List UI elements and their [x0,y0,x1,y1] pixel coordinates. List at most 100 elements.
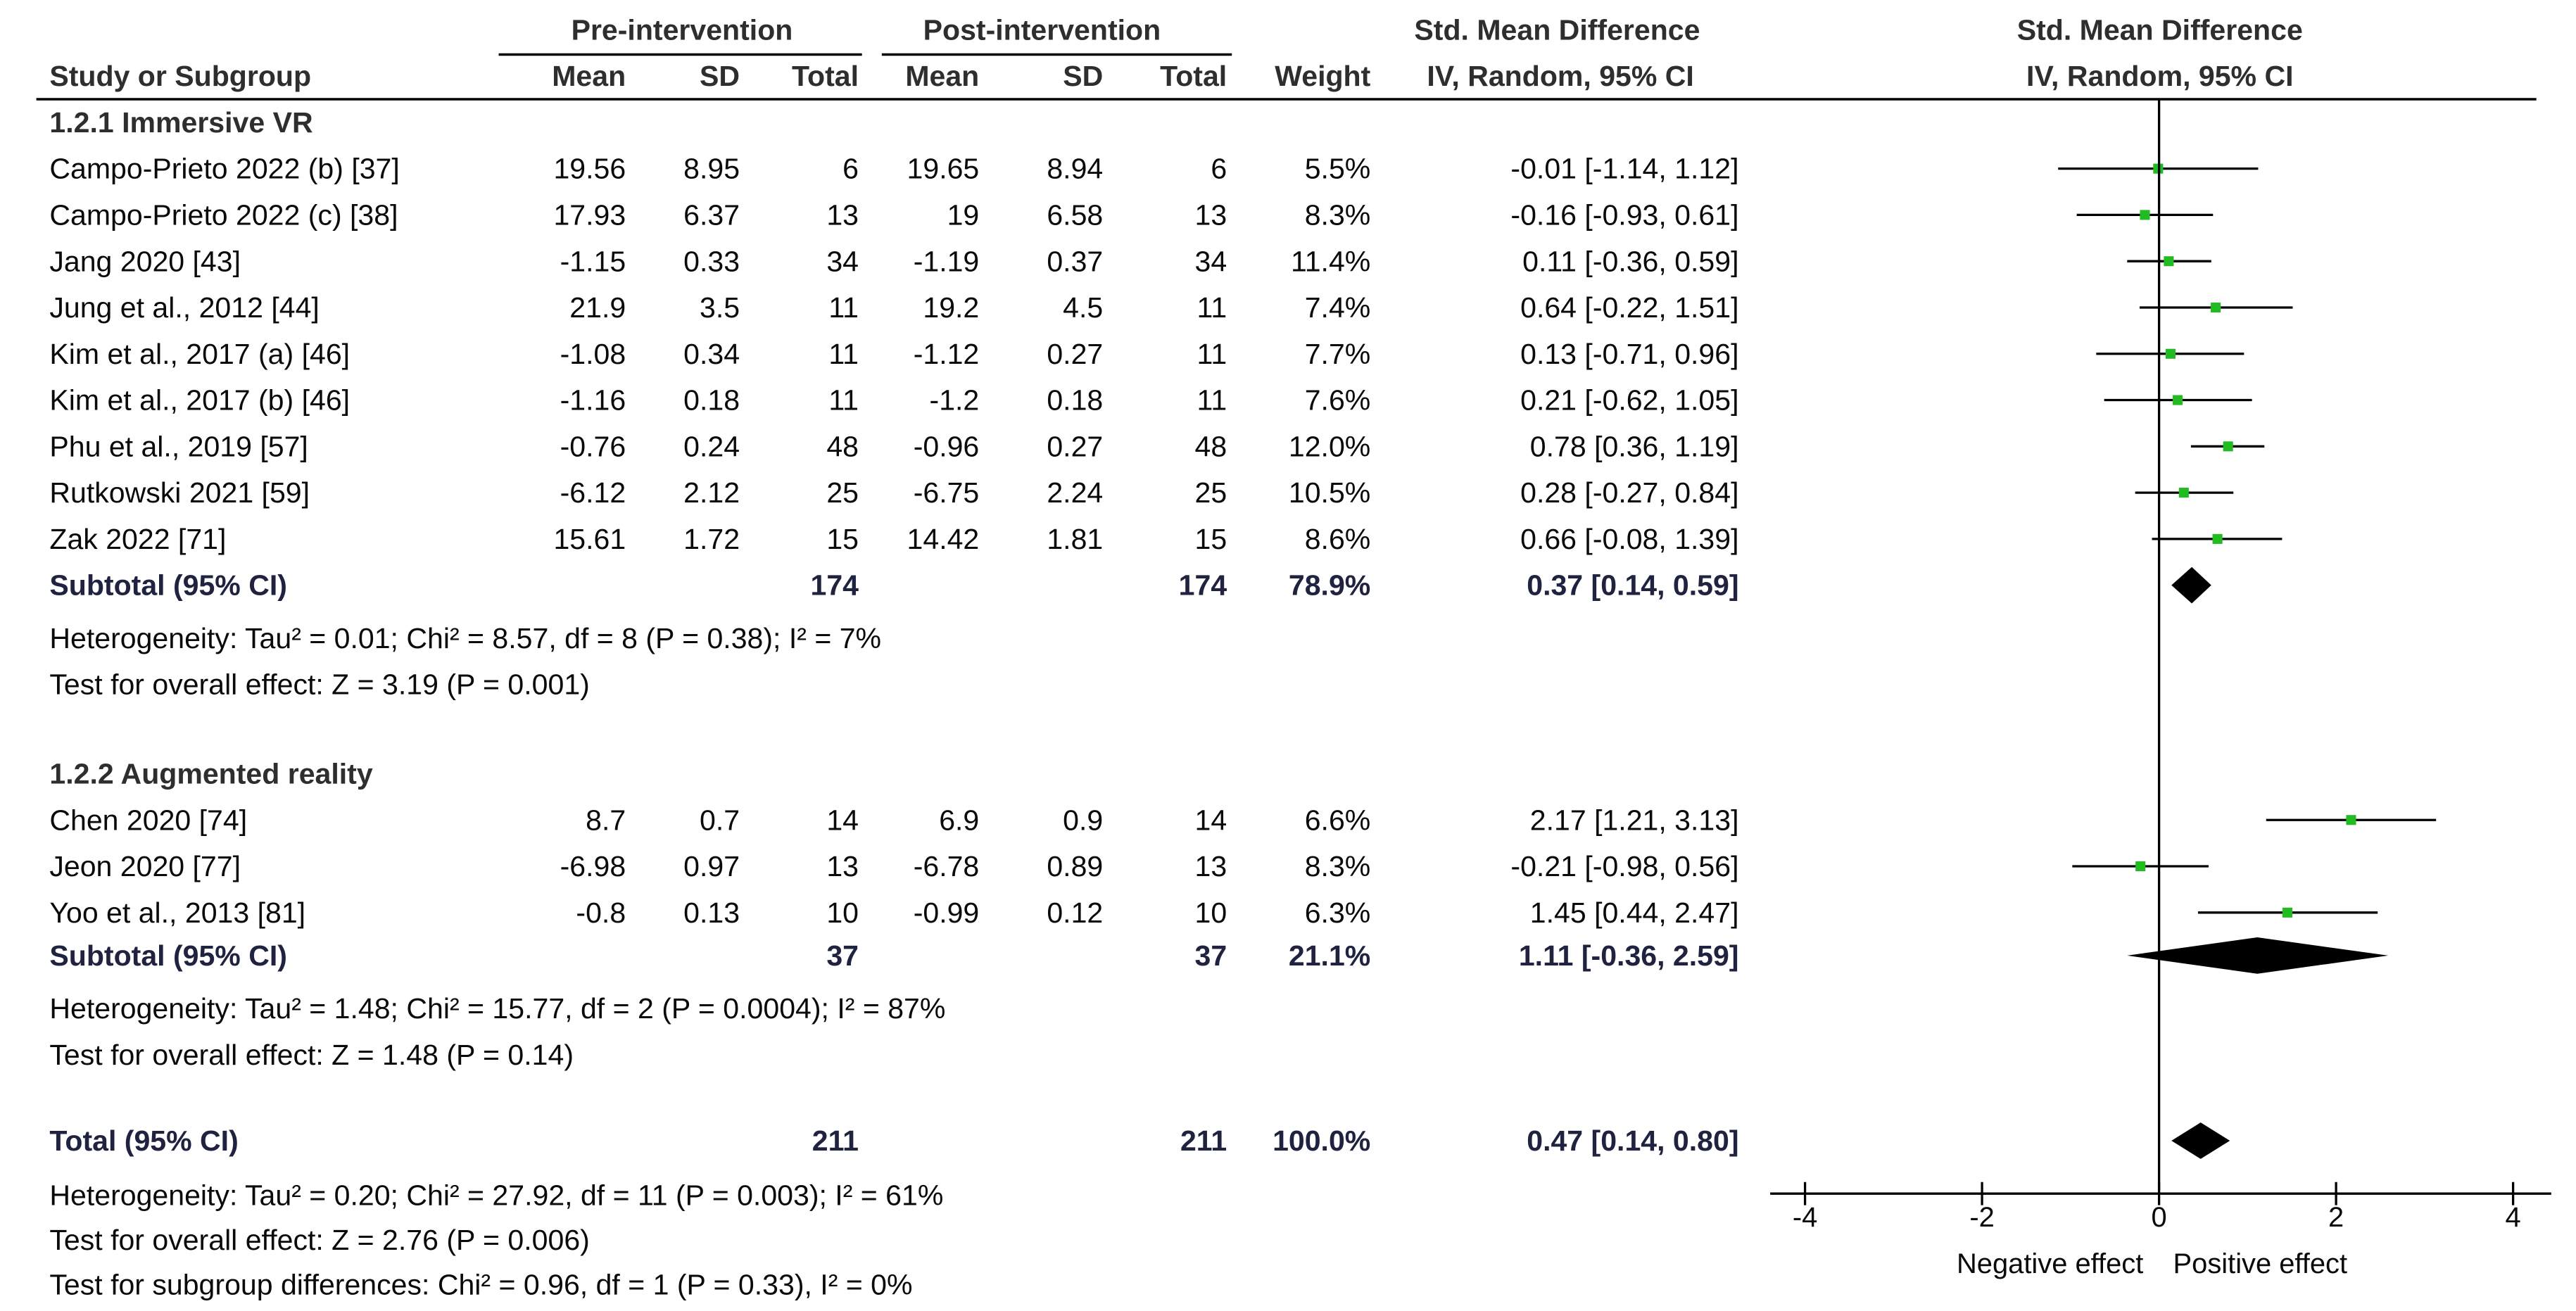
study-name: Jeon 2020 [77] [49,850,241,882]
pre-mean-cell: -6.12 [560,476,626,509]
post-sd-cell: 0.18 [1047,384,1103,417]
post-total-cell: 11 [1197,384,1227,417]
effect-point [2135,861,2146,872]
smd-ci-cell: -0.21 [-0.98, 0.56] [1510,850,1738,882]
subtotal-pre-total: 174 [810,569,859,602]
plot-header-method: IV, Random, 95% CI [2026,60,2293,92]
post-sd-cell: 1.81 [1047,523,1103,555]
post-total-cell: 25 [1195,476,1227,509]
weight-cell: 8.6% [1305,523,1371,555]
effect-point [2164,256,2174,267]
weight-cell: 6.3% [1305,897,1371,929]
pre-sd-cell: 8.95 [683,153,740,185]
smd-ci-cell: 1.45 [0.44, 2.47] [1530,897,1739,929]
post-mean-cell: -1.2 [930,384,980,417]
total-diamond [2171,1122,2230,1159]
effect-header-title: Std. Mean Difference [1414,13,1700,46]
total-weight: 100.0% [1273,1125,1370,1157]
overall-effect-text: Test for overall effect: Z = 1.48 (P = 0… [49,1039,574,1071]
pre-mean-cell: 17.93 [553,198,626,231]
pre-mean-cell: 19.56 [553,153,626,185]
pre-total-cell: 14 [826,804,859,836]
weight-cell: 12.0% [1289,430,1370,462]
col-post-sd: SD [1063,60,1103,92]
study-name: Phu et al., 2019 [57] [49,430,308,462]
col-post-total: Total [1160,60,1227,92]
col-pre-mean: Mean [552,60,626,92]
post-mean-cell: -0.96 [914,430,980,462]
subtotal-weight: 78.9% [1289,569,1370,602]
post-sd-cell: 0.37 [1047,245,1103,277]
study-name: Jang 2020 [43] [49,245,241,277]
total-post-total: 211 [1180,1125,1227,1157]
smd-ci-cell: 0.13 [-0.71, 0.96] [1520,338,1738,370]
post-sd-cell: 8.94 [1047,153,1103,185]
effect-point [2346,815,2356,825]
total-pre-total: 211 [812,1125,859,1157]
footer-stat: Test for subgroup differences: Chi² = 0.… [49,1268,912,1300]
pre-mean-cell: -1.15 [560,245,626,277]
heterogeneity-text: Heterogeneity: Tau² = 0.01; Chi² = 8.57,… [49,622,881,654]
post-mean-cell: -6.78 [914,850,980,882]
study-name: Rutkowski 2021 [59] [49,476,310,509]
x-tick-label: 0 [2152,1202,2167,1233]
total-label: Total (95% CI) [49,1125,238,1157]
smd-ci-cell: 2.17 [1.21, 3.13] [1530,804,1739,836]
x-label-positive: Positive effect [2173,1248,2348,1279]
effect-point [2172,395,2183,405]
post-mean-cell: -1.19 [914,245,980,277]
post-sd-cell: 0.27 [1047,430,1103,462]
x-tick-label: 2 [2328,1202,2344,1233]
subgroup-title: 1.2.1 Immersive VR [49,106,312,139]
study-name: Chen 2020 [74] [49,804,247,836]
pre-mean-cell: -1.08 [560,338,626,370]
pre-sd-cell: 1.72 [683,523,740,555]
col-pre-sd: SD [700,60,740,92]
effect-point [2223,441,2233,452]
post-mean-cell: 14.42 [907,523,980,555]
pre-mean-cell: 15.61 [553,523,626,555]
subtotal-diamond [2127,937,2389,974]
smd-ci-cell: 0.11 [-0.36, 0.59] [1522,245,1738,277]
weight-cell: 7.7% [1305,338,1371,370]
pre-total-cell: 15 [826,523,859,555]
x-tick-label: -2 [1969,1202,1994,1233]
weight-cell: 10.5% [1289,476,1370,509]
effect-point [2211,302,2221,313]
pre-sd-cell: 0.24 [683,430,740,462]
smd-ci-cell: 0.66 [-0.08, 1.39] [1520,523,1738,555]
study-name: Zak 2022 [71] [49,523,226,555]
pre-sd-cell: 0.34 [683,338,740,370]
post-intervention-header: Post-intervention [923,13,1161,46]
pre-total-cell: 11 [828,384,859,417]
weight-cell: 11.4% [1291,245,1370,277]
study-name: Yoo et al., 2013 [81] [49,897,305,929]
weight-cell: 8.3% [1305,850,1371,882]
pre-sd-cell: 3.5 [700,291,740,324]
post-total-cell: 14 [1195,804,1227,836]
pre-total-cell: 6 [842,153,859,185]
heterogeneity-text: Heterogeneity: Tau² = 1.48; Chi² = 15.77… [49,992,945,1025]
pre-intervention-header: Pre-intervention [572,13,793,46]
x-label-negative: Negative effect [1957,1248,2143,1279]
effect-point [2212,533,2223,544]
col-pre-total: Total [792,60,859,92]
smd-ci-cell: 0.21 [-0.62, 1.05] [1520,384,1738,417]
pre-total-cell: 11 [828,338,859,370]
post-sd-cell: 2.24 [1047,476,1103,509]
post-total-cell: 34 [1195,245,1227,277]
pre-total-cell: 10 [826,897,859,929]
subtotal-label: Subtotal (95% CI) [49,939,287,972]
post-total-cell: 48 [1195,430,1227,462]
post-mean-cell: -1.12 [914,338,980,370]
pre-sd-cell: 0.18 [683,384,740,417]
x-axis: -4 -2 0 2 4 Negative effect Positive effect [1770,99,2551,1279]
footer-stat: Heterogeneity: Tau² = 0.20; Chi² = 27.92… [49,1179,943,1212]
post-sd-cell: 0.12 [1047,897,1103,929]
pre-sd-cell: 0.33 [683,245,740,277]
effect-point [2165,348,2176,359]
total-ci: 0.47 [0.14, 0.80] [1527,1125,1738,1157]
effect-point [2178,488,2189,498]
